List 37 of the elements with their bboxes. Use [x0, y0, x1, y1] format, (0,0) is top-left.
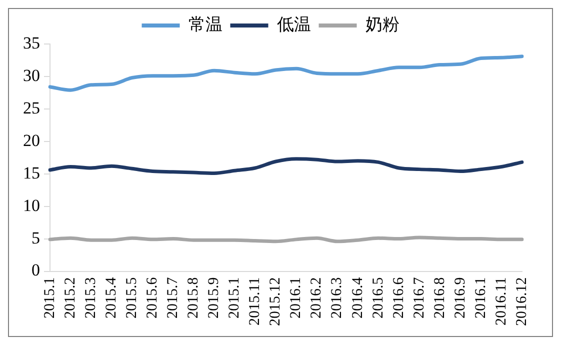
x-tick-label: 2016.3: [329, 277, 346, 318]
legend-label: 奶粉: [365, 14, 400, 34]
x-tick-label: 2016.11: [493, 277, 510, 326]
x-tick-label: 2015.5: [124, 277, 140, 318]
x-tick-label: 2015.11: [247, 277, 264, 326]
x-tick-label: 2016.1: [288, 277, 304, 318]
x-tick-label: 2015.1: [226, 277, 243, 318]
legend-label: 低温: [276, 14, 311, 34]
x-tick-label: 2015.8: [186, 277, 202, 318]
y-tick-label: 25: [23, 98, 40, 118]
x-tick-label: 2016.12: [514, 277, 530, 326]
y-tick-label: 20: [23, 130, 40, 150]
x-tick-label: 2016.4: [350, 276, 366, 318]
line-series: [48, 157, 524, 175]
y-tick-label: 10: [23, 196, 40, 215]
x-tick-label: 2015.3: [82, 277, 99, 318]
x-tick-label: 2016.8: [432, 277, 448, 318]
x-tick-label: 2015.9: [206, 277, 222, 318]
x-tick-label: 2015.6: [144, 276, 161, 318]
y-tick-label: 0: [32, 260, 40, 280]
y-tick-label: 30: [23, 66, 40, 85]
x-tick-label: 2016.5: [370, 277, 386, 318]
x-tick-label: 2016.7: [411, 276, 428, 318]
line-series: [48, 54, 524, 92]
x-tick-label: 2015.12: [268, 277, 284, 326]
x-tick-label: 2016.6: [390, 276, 407, 318]
x-tick-label: 2015.7: [165, 276, 182, 318]
x-tick-label: 2015.4: [104, 276, 120, 318]
y-tick-label: 35: [23, 33, 40, 52]
x-tick-label: 2015.1: [42, 277, 58, 318]
x-tick-label: 2015.2: [62, 277, 78, 318]
x-tick-label: 2016.9: [452, 277, 468, 318]
y-tick-label: 5: [32, 228, 40, 248]
x-tick-label: 2016.1: [472, 277, 489, 318]
legend-label: 常温: [188, 14, 222, 34]
y-tick-label: 15: [23, 163, 40, 182]
x-tick-label: 2016.2: [308, 277, 325, 318]
